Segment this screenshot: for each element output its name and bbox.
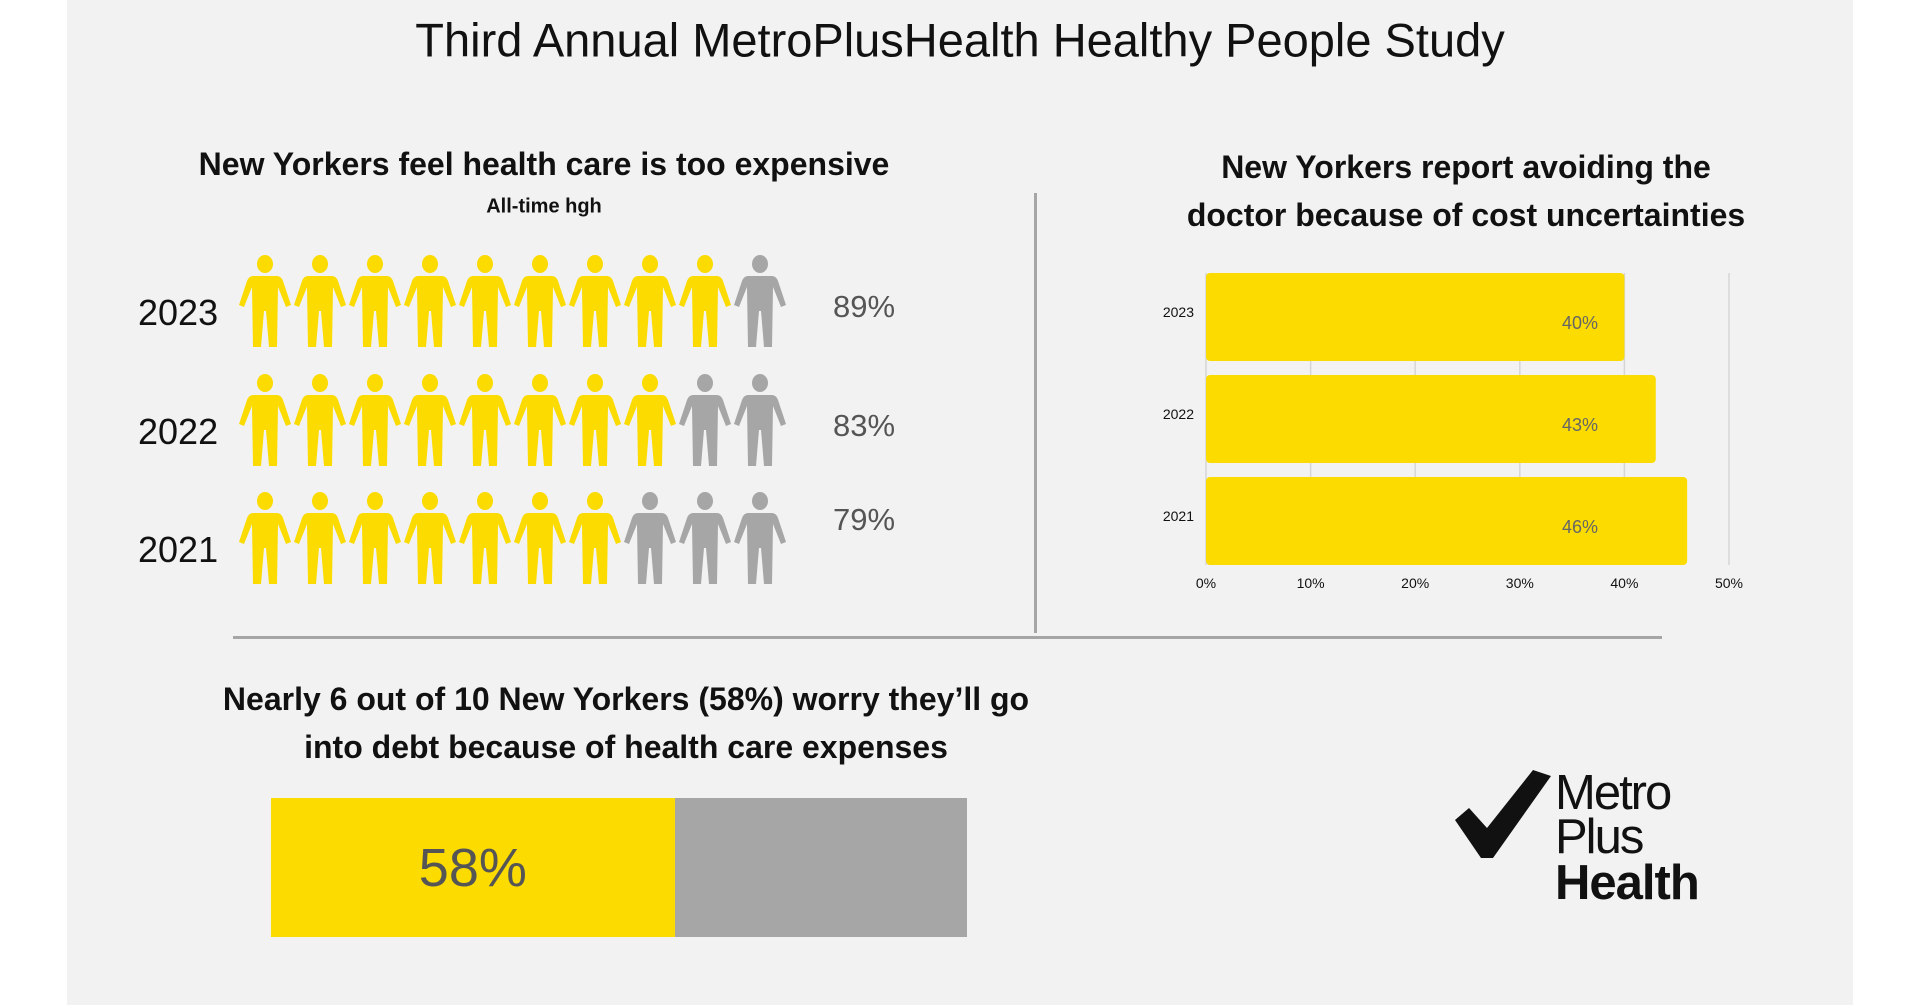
checkmark-icon — [1455, 770, 1551, 858]
pictograph-year-label: 2023 — [138, 292, 219, 333]
person-icon — [239, 492, 291, 584]
person-icon — [294, 255, 346, 347]
person-icon — [679, 492, 731, 584]
person-icon — [349, 255, 401, 347]
bar — [1206, 477, 1688, 565]
pictograph-percent-label: 79% — [833, 502, 896, 537]
pictograph-subtitle: All-time hgh — [486, 195, 602, 218]
person-icon — [514, 255, 566, 347]
person-icon — [349, 374, 401, 466]
bar — [1206, 375, 1656, 463]
person-icon — [679, 255, 731, 347]
y-category-label: 2023 — [1163, 304, 1194, 320]
person-icon — [459, 374, 511, 466]
bar-value-label: 43% — [1562, 415, 1598, 435]
person-icon — [404, 492, 456, 584]
pictograph-percent-label: 83% — [833, 408, 896, 443]
logo-text-health: Health — [1555, 856, 1700, 910]
pictograph-year-label: 2021 — [138, 529, 219, 570]
person-icon — [349, 492, 401, 584]
debt-chart-title-line: into debt because of health care expense… — [304, 729, 948, 765]
horizontal-divider — [233, 636, 1662, 639]
debt-chart-title-line: Nearly 6 out of 10 New Yorkers (58%) wor… — [222, 681, 1030, 717]
logo-text-metro: Metro — [1555, 766, 1672, 820]
bar-chart-title: New Yorkers report avoiding the doctor b… — [1187, 143, 1745, 239]
person-icon — [569, 255, 621, 347]
pictograph-percent-label: 89% — [833, 289, 896, 324]
debt-bar-fill — [271, 798, 675, 937]
person-icon — [459, 492, 511, 584]
person-icon — [404, 374, 456, 466]
bar-value-label: 40% — [1562, 313, 1598, 333]
page-title: Third Annual MetroPlusHealth Healthy Peo… — [415, 13, 1505, 67]
person-icon — [514, 374, 566, 466]
bar-chart: 0% 10% 20% 30% 40% 50% 2023 40% 2022 43% 2021 46% — [1163, 273, 1743, 591]
y-category-label: 2022 — [1163, 406, 1194, 422]
person-icon — [734, 492, 786, 584]
person-icon — [239, 374, 291, 466]
person-icon — [734, 374, 786, 466]
person-icon — [624, 492, 676, 584]
person-icon — [514, 492, 566, 584]
person-icon — [239, 255, 291, 347]
person-icon — [734, 255, 786, 347]
metroplushealth-logo: Metro Plus Health — [1455, 769, 1700, 908]
person-icon — [679, 374, 731, 466]
x-tick-label: 50% — [1715, 575, 1743, 591]
person-icon — [624, 255, 676, 347]
person-icon — [624, 374, 676, 466]
x-tick-label: 10% — [1297, 575, 1325, 591]
vertical-divider — [1034, 193, 1037, 633]
person-icon — [404, 255, 456, 347]
person-icon — [294, 492, 346, 584]
bar-value-label: 46% — [1562, 517, 1598, 537]
debt-stacked-bar: 58% — [271, 798, 967, 937]
x-tick-label: 0% — [1196, 575, 1216, 591]
person-icon — [569, 492, 621, 584]
x-tick-label: 40% — [1610, 575, 1638, 591]
logo-text-plus: Plus — [1555, 810, 1644, 864]
y-category-label: 2021 — [1163, 508, 1194, 524]
debt-chart-title: Nearly 6 out of 10 New Yorkers (58%) wor… — [223, 675, 1029, 771]
x-tick-label: 20% — [1401, 575, 1429, 591]
bar-chart-title-line: doctor because of cost uncertainties — [1186, 197, 1746, 233]
debt-bar-label: 58% — [418, 837, 527, 898]
bar — [1206, 273, 1625, 361]
person-icon — [459, 255, 511, 347]
pictograph-title: New Yorkers feel health care is too expe… — [198, 146, 890, 182]
person-icon — [569, 374, 621, 466]
bar-chart-title-line: New Yorkers report avoiding the — [1221, 149, 1711, 185]
pictograph-year-label: 2022 — [138, 411, 219, 452]
x-tick-label: 30% — [1506, 575, 1534, 591]
person-icon — [294, 374, 346, 466]
